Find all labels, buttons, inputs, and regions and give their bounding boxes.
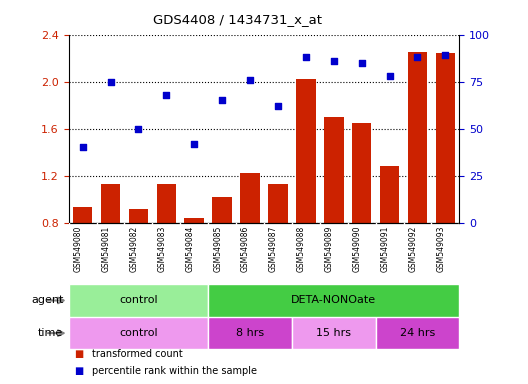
Text: control: control — [119, 295, 158, 306]
Bar — [408, 52, 427, 223]
Text: ■: ■ — [74, 349, 83, 359]
Text: transformed count: transformed count — [92, 349, 183, 359]
Bar — [436, 53, 455, 223]
Point — [413, 54, 422, 60]
Bar — [296, 79, 316, 223]
Bar — [184, 218, 204, 223]
Bar — [268, 184, 288, 223]
Bar — [208, 284, 459, 317]
Text: ■: ■ — [74, 366, 83, 376]
Text: GSM549081: GSM549081 — [101, 226, 110, 272]
Text: GDS4408 / 1434731_x_at: GDS4408 / 1434731_x_at — [153, 13, 322, 26]
Text: control: control — [119, 328, 158, 338]
Text: agent: agent — [31, 295, 63, 306]
Point — [357, 60, 366, 66]
Text: GSM549086: GSM549086 — [241, 226, 250, 272]
Point — [106, 79, 115, 85]
Bar — [73, 207, 92, 223]
Point — [134, 126, 143, 132]
Bar — [69, 284, 208, 317]
Text: GSM549084: GSM549084 — [185, 226, 194, 272]
Point — [78, 144, 87, 151]
Bar — [101, 184, 120, 223]
Point — [441, 52, 450, 58]
Text: GSM549091: GSM549091 — [381, 226, 390, 272]
Text: 24 hrs: 24 hrs — [400, 328, 435, 338]
Text: GSM549082: GSM549082 — [129, 226, 138, 272]
Bar — [380, 166, 399, 223]
Text: GSM549080: GSM549080 — [73, 226, 82, 272]
Point — [329, 58, 338, 64]
Text: GSM549089: GSM549089 — [325, 226, 334, 272]
Text: 8 hrs: 8 hrs — [236, 328, 264, 338]
Text: GSM549083: GSM549083 — [157, 226, 166, 272]
Point — [274, 103, 282, 109]
Bar — [324, 117, 344, 223]
Text: GSM549085: GSM549085 — [213, 226, 222, 272]
Bar — [240, 173, 260, 223]
Text: percentile rank within the sample: percentile rank within the sample — [92, 366, 258, 376]
Bar — [157, 184, 176, 223]
Text: DETA-NONOate: DETA-NONOate — [291, 295, 376, 306]
Point — [246, 77, 254, 83]
Text: GSM549090: GSM549090 — [353, 226, 362, 272]
Text: GSM549088: GSM549088 — [297, 226, 306, 272]
Text: GSM549087: GSM549087 — [269, 226, 278, 272]
Bar — [129, 209, 148, 223]
Bar — [352, 123, 372, 223]
Point — [218, 98, 227, 104]
Text: 15 hrs: 15 hrs — [316, 328, 351, 338]
Bar — [208, 317, 292, 349]
Bar — [69, 317, 208, 349]
Point — [385, 73, 394, 79]
Text: time: time — [38, 328, 63, 338]
Point — [162, 92, 171, 98]
Bar — [212, 197, 232, 223]
Text: GSM549092: GSM549092 — [409, 226, 418, 272]
Text: GSM549093: GSM549093 — [437, 226, 446, 272]
Point — [301, 54, 310, 60]
Bar — [375, 317, 459, 349]
Point — [190, 141, 199, 147]
Bar — [292, 317, 375, 349]
